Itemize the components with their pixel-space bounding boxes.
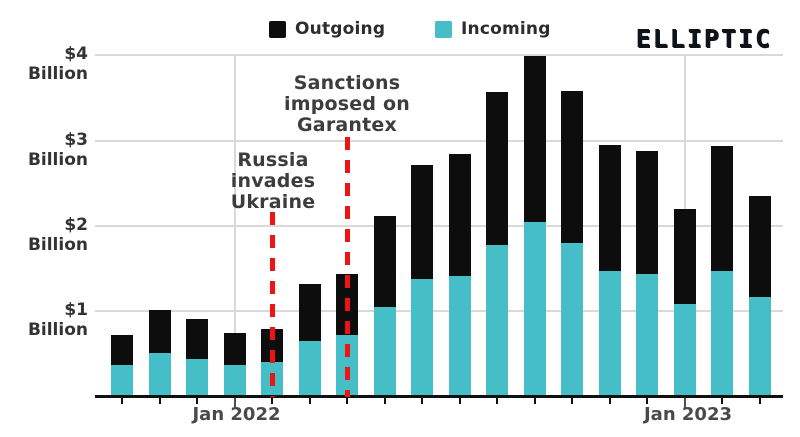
bar-incoming-may-2022 [373,306,396,397]
bar-outgoing-mar-2023 [748,195,771,298]
legend-item-outgoing: Outgoing [269,19,385,39]
tick-aug-2022 [496,398,498,404]
bar-outgoing-aug-2022 [486,92,508,246]
bar-outgoing-jan-2022 [223,333,246,366]
event-line-russia-invades-ukraine [269,212,275,397]
bar-outgoing-feb-2023 [711,146,733,271]
tick-oct-2022 [571,398,573,404]
bar-incoming-mar-2022 [298,340,321,397]
bar-outgoing-dec-2022 [636,151,658,275]
bar-incoming-aug-2022 [486,245,508,397]
bar-incoming-oct-2021 [111,364,133,397]
bar-incoming-jan-2022 [223,365,246,397]
tick-mar-2023 [758,398,761,404]
bar-outgoing-jan-2023 [673,209,696,304]
bar-incoming-mar-2023 [748,297,771,397]
x-axis-line [95,395,783,398]
incoming-swatch-icon [435,20,452,38]
major-tick-jan-2022 [233,398,236,409]
bar-incoming-dec-2021 [186,359,208,397]
bar-outgoing-nov-2022 [598,145,621,271]
bar-outgoing-oct-2021 [111,334,133,365]
vertical-gridline-jan-2022 [233,55,236,397]
tick-feb-2022 [271,398,273,404]
gridline-1b [95,310,783,312]
tick-nov-2022 [608,398,611,404]
bar-outgoing-dec-2021 [186,318,208,360]
y-axis-label-3b: $3 Billion [27,129,88,170]
legend-item-incoming: Incoming [435,19,551,39]
y-axis-label-2b: $2 Billion [27,215,88,255]
x-axis-label-jan-2023: Jan 2023 [643,404,733,425]
tick-jul-2022 [458,398,461,404]
bar-outgoing-may-2022 [373,216,396,307]
bar-incoming-feb-2023 [711,270,733,397]
gridline-2b [95,225,783,227]
bar-outgoing-sep-2022 [523,55,546,223]
bar-incoming-nov-2021 [148,353,171,397]
tick-feb-2023 [721,398,723,404]
tick-mar-2022 [308,398,311,404]
legend-outgoing-label: Outgoing [295,19,386,39]
tick-dec-2021 [196,398,198,404]
bar-incoming-sep-2022 [523,222,546,397]
annotation-russia-invades-ukraine: Russia invades Ukraine [230,149,316,213]
bar-incoming-nov-2022 [598,270,621,397]
bar-incoming-oct-2022 [561,243,583,397]
bar-outgoing-nov-2021 [148,309,171,354]
tick-may-2022 [383,398,386,404]
tick-oct-2021 [121,398,123,404]
bar-outgoing-jul-2022 [448,153,471,276]
y-axis-label-1b: $1 Billion [27,300,88,340]
bar-outgoing-mar-2022 [298,283,321,341]
bar-incoming-jun-2022 [411,279,433,397]
tick-jun-2022 [421,398,423,404]
legend-incoming-label: Incoming [461,19,551,39]
major-tick-jan-2023 [683,398,686,409]
bar-outgoing-oct-2022 [561,91,583,244]
x-axis-label-jan-2022: Jan 2022 [192,404,281,425]
tick-sep-2022 [533,398,536,404]
gridline-3b [95,139,783,142]
annotation-sanctions-imposed-garantex: Sanctions imposed on Garantex [284,72,410,136]
tick-dec-2022 [646,398,648,404]
bar-incoming-dec-2022 [636,274,658,397]
y-axis-label-4b: $4 Billion [27,44,88,84]
bar-outgoing-jun-2022 [411,164,433,280]
bar-incoming-jan-2023 [673,303,696,397]
tick-apr-2022 [346,398,348,404]
elliptic-logo: ELLIPTIC [635,24,772,53]
tick-nov-2021 [158,398,161,404]
bar-incoming-jul-2022 [448,275,471,397]
outgoing-swatch-icon [269,20,286,38]
gridline-4b [95,54,783,56]
event-line-sanctions-imposed-on-garantex [344,137,350,397]
